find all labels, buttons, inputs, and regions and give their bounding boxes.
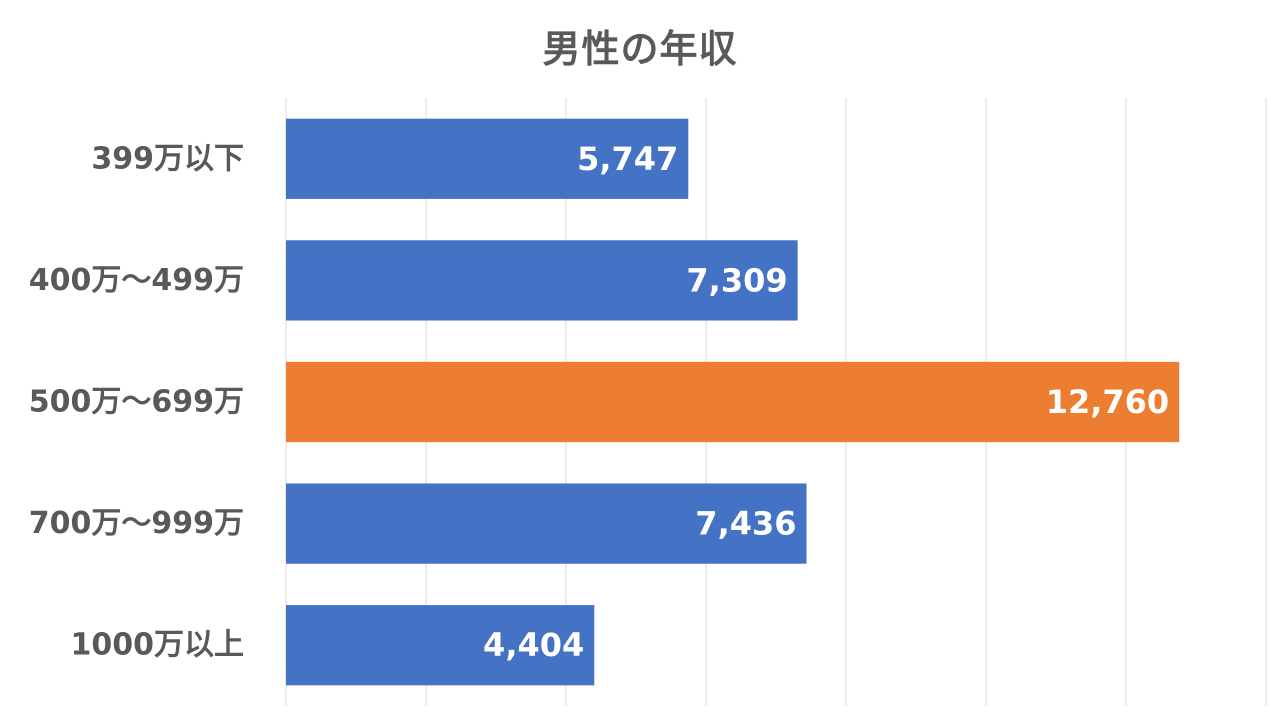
- category-label-4: 1000万以上: [71, 628, 245, 663]
- category-label-1: 400万～499万: [29, 263, 244, 298]
- category-labels: 399万以下 400万～499万 500万～699万 700万～999万 1000万以上: [29, 141, 244, 662]
- bar-2: [286, 361, 1180, 443]
- data-label-1: 7,309: [686, 261, 787, 299]
- data-label-2: 12,760: [1046, 383, 1169, 421]
- data-label-3: 7,436: [695, 505, 796, 543]
- data-labels: 5,747 7,309 12,760 7,436 4,404: [483, 140, 1169, 664]
- category-label-2: 500万～699万: [29, 385, 244, 420]
- category-label-0: 399万以下: [91, 141, 244, 176]
- chart-title: 男性の年収: [542, 27, 738, 71]
- data-label-4: 4,404: [483, 626, 584, 664]
- bar-1: [286, 240, 798, 321]
- bars: [286, 118, 1180, 686]
- bar-0: [286, 118, 689, 199]
- bar-4: [286, 605, 595, 686]
- data-label-0: 5,747: [577, 140, 678, 178]
- bar-3: [286, 483, 807, 564]
- category-label-3: 700万～999万: [29, 506, 244, 541]
